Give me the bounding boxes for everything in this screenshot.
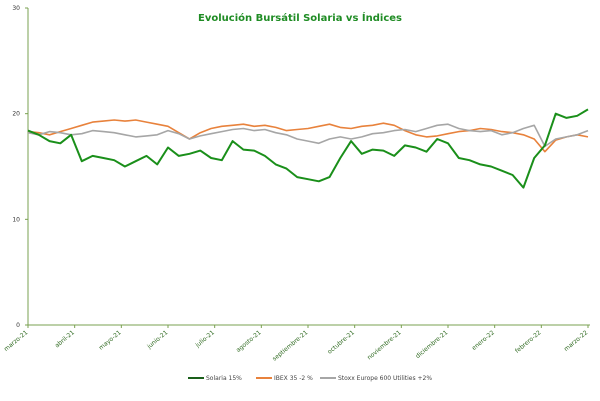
x-tick-label: diciembre-21 <box>414 329 449 360</box>
y-tick-label: 20 <box>12 111 20 118</box>
y-tick-label: 10 <box>12 216 20 223</box>
x-tick-label: mayo-21 <box>98 329 123 352</box>
x-tick-label: enero-22 <box>471 329 496 352</box>
y-ticks: 0 10 20 30 <box>12 5 28 329</box>
x-ticks: marzo-21 abril-21 mayo-21 junio-21 julio-21 a… <box>3 325 590 363</box>
x-tick-label: julio-21 <box>194 329 217 350</box>
series-line-1 <box>27 119 589 153</box>
x-tick-label: abril-21 <box>54 329 76 349</box>
series-line-2 <box>27 123 589 148</box>
x-tick-label: febrero-22 <box>514 329 543 355</box>
legend: Solaria 15% IBEX 35 -2 % Stoxx Europe 600 … <box>188 375 432 382</box>
x-tick-label: agosto-21 <box>235 329 263 354</box>
y-tick-label: 30 <box>12 5 20 12</box>
y-tick-label: 0 <box>16 322 20 329</box>
x-tick-label: septiembre-21 <box>271 329 309 363</box>
x-tick-label: noviembre-21 <box>366 329 403 361</box>
x-tick-label: junio-21 <box>145 329 169 351</box>
x-tick-label: marzo-21 <box>3 329 30 353</box>
legend-label: Stoxx Europe 600 Utilities +2% <box>338 375 432 382</box>
series-lines <box>27 108 589 189</box>
series-line-0 <box>27 108 589 189</box>
chart-title: Evolución Bursátil Solaria vs Índices <box>198 11 402 24</box>
legend-label: Solaria 15% <box>206 375 242 382</box>
legend-label: IBEX 35 -2 % <box>274 375 313 382</box>
x-tick-label: marzo-22 <box>563 329 590 353</box>
x-tick-label: octubre-21 <box>326 329 356 356</box>
